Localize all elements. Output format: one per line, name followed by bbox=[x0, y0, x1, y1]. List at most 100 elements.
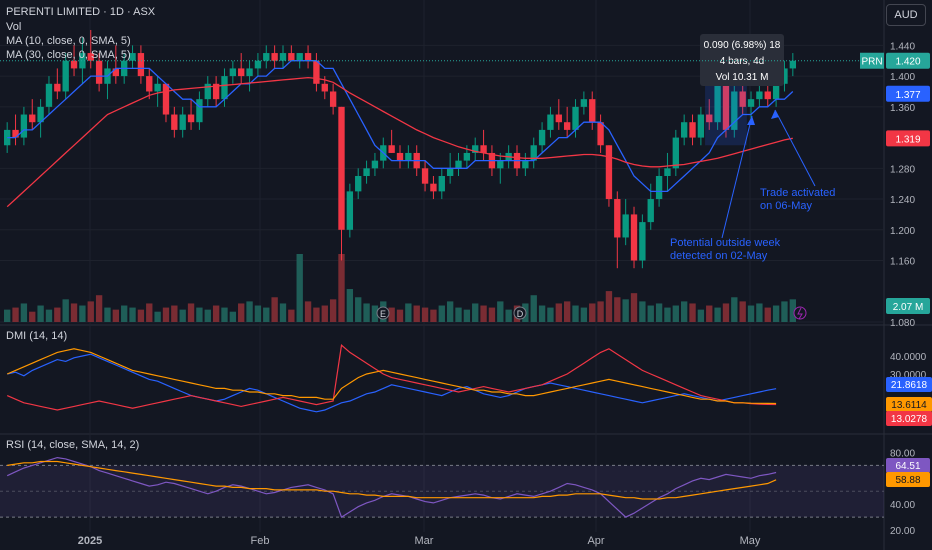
event-marker-label: E bbox=[380, 309, 386, 319]
volume-bar bbox=[45, 309, 53, 322]
volume-bar bbox=[731, 297, 738, 322]
candle-body bbox=[29, 114, 36, 123]
volume-bar bbox=[70, 303, 78, 322]
measure-range bbox=[705, 76, 747, 146]
candle-body bbox=[263, 53, 270, 61]
candle-body bbox=[714, 83, 721, 123]
volume-bar bbox=[238, 303, 245, 322]
candle-body bbox=[154, 83, 161, 92]
volume-bar bbox=[530, 295, 537, 322]
candle-body bbox=[747, 99, 755, 107]
candle-body bbox=[396, 152, 404, 161]
candle-body bbox=[664, 168, 671, 176]
candle-body bbox=[246, 68, 253, 77]
volume-bar bbox=[563, 301, 571, 322]
dmi-value-text: 21.8618 bbox=[891, 380, 928, 391]
volume-bar bbox=[630, 293, 638, 322]
volume-bar bbox=[254, 305, 262, 322]
candle-body bbox=[680, 122, 688, 138]
candle-body bbox=[212, 83, 220, 100]
time-tick-label: May bbox=[740, 535, 761, 547]
candle-body bbox=[555, 114, 562, 123]
candle-body bbox=[731, 91, 738, 130]
volume-bar bbox=[421, 307, 429, 322]
volume-bar bbox=[580, 307, 588, 322]
annotation-trade-text2: on 06-May bbox=[760, 200, 812, 212]
volume-bar bbox=[689, 303, 696, 322]
price-tick-label: 1.400 bbox=[890, 72, 915, 83]
candle-body bbox=[288, 53, 295, 61]
volume-bar bbox=[764, 307, 771, 322]
candle-body bbox=[12, 129, 19, 138]
volume-bar bbox=[463, 309, 471, 322]
volume-bar bbox=[271, 297, 278, 322]
volume-bar bbox=[321, 305, 328, 322]
volume-bar bbox=[413, 305, 420, 322]
candle-body bbox=[756, 91, 763, 100]
price-tick-label: 1.080 bbox=[890, 318, 915, 329]
volume-bar bbox=[697, 309, 705, 322]
price-value-tag bbox=[886, 52, 930, 69]
time-tick-label: 2025 bbox=[78, 535, 102, 547]
volume-bar bbox=[104, 307, 111, 322]
dmi-tick-label: 40.0000 bbox=[890, 352, 927, 363]
candle-body bbox=[388, 145, 395, 153]
candle-body bbox=[87, 53, 94, 61]
candle-body bbox=[480, 145, 487, 153]
candle-body bbox=[321, 83, 328, 92]
event-marker-icon[interactable] bbox=[513, 306, 527, 320]
event-marker-icon[interactable] bbox=[376, 306, 390, 320]
rsi-value-tag bbox=[886, 472, 930, 487]
candle-body bbox=[146, 76, 153, 92]
price-value-tag bbox=[886, 85, 930, 102]
currency-button[interactable]: AUD bbox=[886, 4, 926, 26]
candle-body bbox=[355, 176, 362, 192]
volume-bar bbox=[179, 309, 186, 322]
candle-body bbox=[95, 60, 103, 84]
rsi-tick-label: 80.00 bbox=[890, 448, 915, 459]
dmi-legend: DMI (14, 14) bbox=[6, 330, 68, 342]
dmi-value-tag bbox=[886, 377, 932, 392]
candle-body bbox=[630, 214, 638, 261]
candle-body bbox=[614, 199, 621, 238]
candle-body bbox=[697, 114, 705, 138]
volume-bar bbox=[129, 307, 136, 322]
measure-tooltip-line3: Vol 10.31 M bbox=[716, 72, 769, 83]
candle-body bbox=[722, 83, 730, 130]
volume-bar bbox=[639, 301, 646, 322]
volume-bar bbox=[87, 301, 94, 322]
measure-tooltip bbox=[700, 34, 784, 86]
volume-bar bbox=[95, 295, 103, 322]
ma30-line bbox=[6, 76, 793, 208]
volume-bar bbox=[680, 301, 688, 322]
volume-bar bbox=[430, 309, 437, 322]
volume-bar bbox=[472, 303, 479, 322]
candle-body bbox=[605, 145, 613, 200]
rsi-line-1 bbox=[7, 460, 777, 500]
volume-bar bbox=[505, 309, 512, 322]
volume-bar bbox=[162, 307, 170, 322]
candle-body bbox=[563, 122, 571, 130]
volume-bar bbox=[79, 305, 86, 322]
lightning-icon[interactable] bbox=[793, 306, 807, 320]
candle-body bbox=[45, 83, 53, 107]
dmi-tick-label: 30.0000 bbox=[890, 370, 927, 381]
dmi-value-tag bbox=[886, 397, 932, 412]
candle-body bbox=[229, 68, 237, 77]
time-tick-label: Mar bbox=[415, 535, 434, 547]
candle-body bbox=[672, 137, 679, 169]
candle-body bbox=[764, 91, 771, 100]
volume-bar bbox=[614, 297, 621, 322]
candle-body bbox=[79, 53, 86, 69]
candle-body bbox=[238, 68, 245, 77]
candle-body bbox=[70, 60, 78, 69]
dmi-value-text: 13.0278 bbox=[891, 414, 928, 425]
volume-value-tag bbox=[886, 298, 930, 314]
candle-body bbox=[338, 106, 345, 230]
candle-body bbox=[112, 68, 120, 77]
candle-body bbox=[129, 53, 136, 61]
chart-title: PERENTI LIMITED · 1D · ASX bbox=[6, 6, 156, 18]
volume-bar bbox=[121, 305, 128, 322]
volume-bar bbox=[263, 307, 270, 322]
